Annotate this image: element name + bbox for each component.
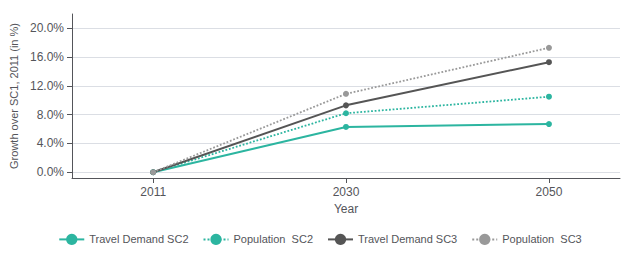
svg-text:20.0%: 20.0%	[30, 21, 64, 35]
svg-text:8.0%: 8.0%	[37, 108, 65, 122]
svg-text:Population SC2: Population SC2	[234, 233, 313, 245]
svg-text:0.0%: 0.0%	[37, 165, 65, 179]
svg-text:4.0%: 4.0%	[37, 136, 65, 150]
svg-text:16.0%: 16.0%	[30, 50, 64, 64]
svg-text:2050: 2050	[536, 185, 563, 199]
svg-text:Growth over SC1, 2011 (in %): Growth over SC1, 2011 (in %)	[8, 23, 20, 169]
svg-text:Population SC3: Population SC3	[502, 233, 582, 245]
svg-text:Travel Demand SC3: Travel Demand SC3	[358, 233, 457, 245]
svg-text:Year: Year	[334, 202, 358, 216]
svg-text:12.0%: 12.0%	[30, 79, 64, 93]
svg-text:2030: 2030	[333, 185, 360, 199]
svg-text:2011: 2011	[140, 185, 166, 199]
svg-text:Travel Demand SC2: Travel Demand SC2	[89, 233, 188, 245]
